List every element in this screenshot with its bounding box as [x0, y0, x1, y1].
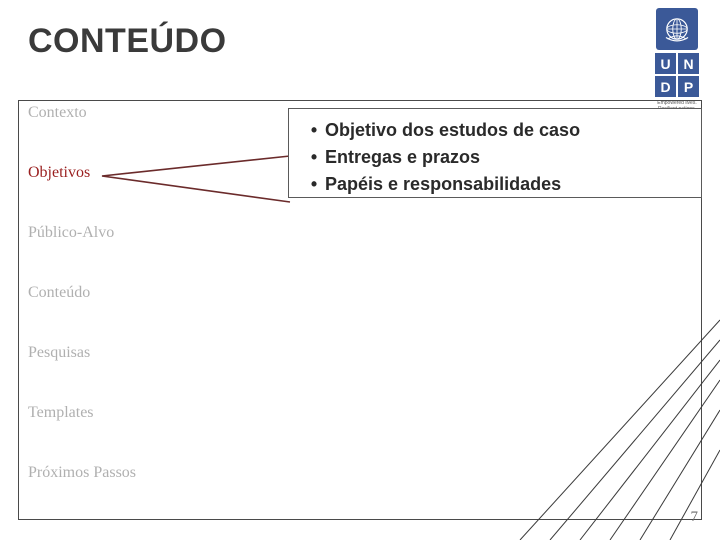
toc-item-conteudo: Conteúdo — [28, 284, 208, 302]
bullet-item: • Papéis e responsabilidades — [303, 171, 687, 198]
bullet-text: Papéis e responsabilidades — [325, 171, 561, 198]
bullet-item: • Entregas e prazos — [303, 144, 687, 171]
toc-item-objetivos: Objetivos — [28, 164, 208, 182]
toc-item-proximos-passos: Próximos Passos — [28, 464, 208, 482]
undp-cell: N — [678, 53, 699, 74]
undp-letter-grid: U N D P — [655, 53, 699, 97]
callout-box: • Objetivo dos estudos de caso • Entrega… — [288, 108, 702, 198]
bullet-icon: • — [303, 117, 325, 144]
bullet-icon: • — [303, 144, 325, 171]
bullet-item: • Objetivo dos estudos de caso — [303, 117, 687, 144]
undp-logo: U N D P Empowered lives. Resilient natio… — [648, 8, 706, 112]
bullet-text: Entregas e prazos — [325, 144, 480, 171]
page-number: 7 — [691, 509, 699, 526]
undp-cell: P — [678, 76, 699, 97]
toc-item-pesquisas: Pesquisas — [28, 344, 208, 362]
bullet-text: Objetivo dos estudos de caso — [325, 117, 580, 144]
toc-item-contexto: Contexto — [28, 104, 208, 122]
un-emblem-icon — [656, 8, 698, 50]
bullet-icon: • — [303, 171, 325, 198]
toc-item-templates: Templates — [28, 404, 208, 422]
toc-item-publico-alvo: Público-Alvo — [28, 224, 208, 242]
undp-cell: U — [655, 53, 676, 74]
toc-sidebar: Contexto Objetivos Público-Alvo Conteúdo… — [28, 104, 208, 524]
slide-title: CONTEÚDO — [28, 22, 227, 61]
undp-cell: D — [655, 76, 676, 97]
